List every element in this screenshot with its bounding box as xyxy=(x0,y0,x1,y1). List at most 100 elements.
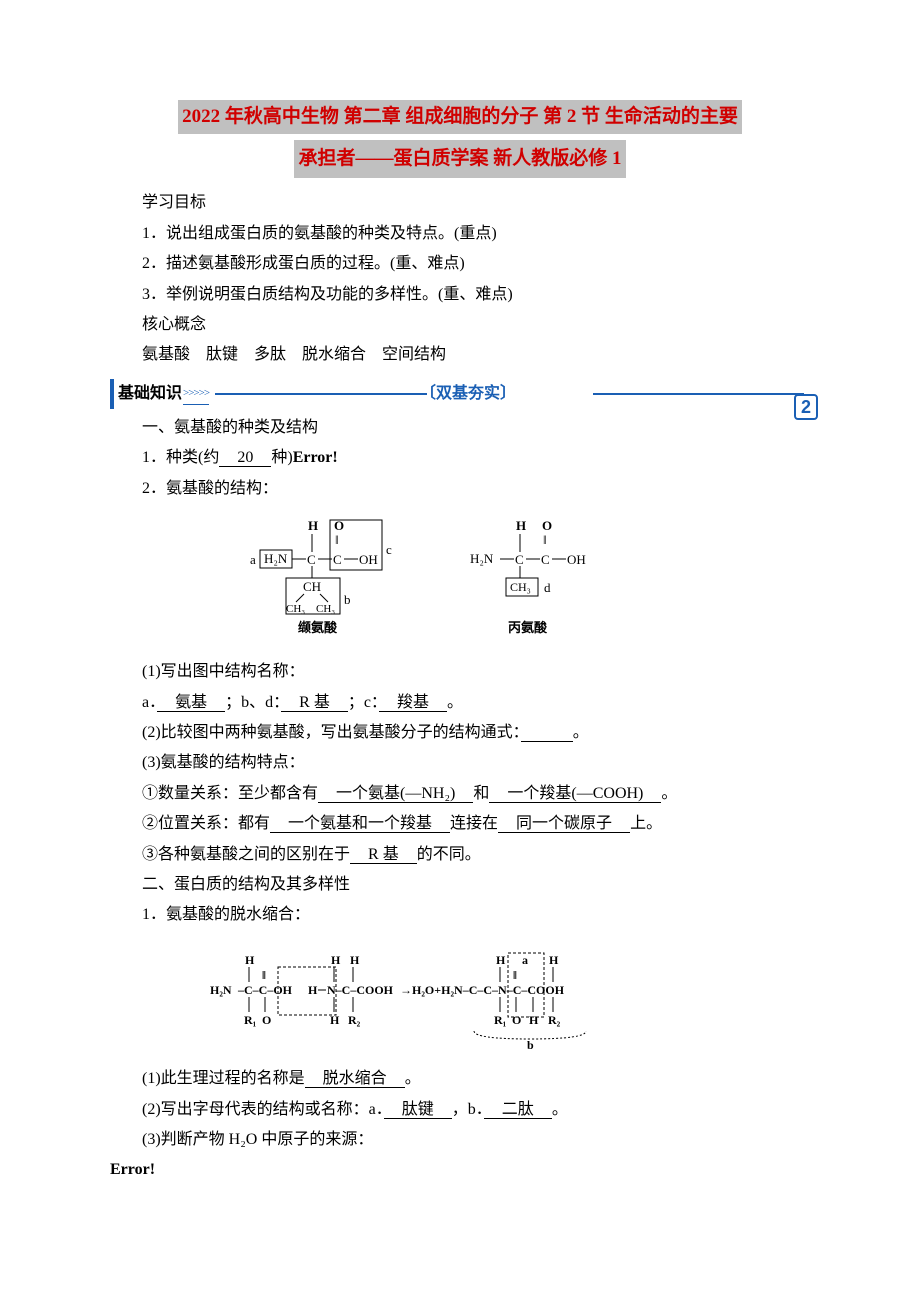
q2-line: (2)比较图中两种氨基酸，写出氨基酸分子的结构通式： 。 xyxy=(110,718,810,748)
q6-line: (3)判断产物 H₂O 中原子的来源： xyxy=(110,1125,810,1155)
q1-end: 。 xyxy=(447,694,463,711)
q3-l1-pre: ①数量关系：至少都含有 xyxy=(142,785,318,802)
section-2-heading: 二、蛋白质的结构及其多样性 xyxy=(110,870,810,900)
chem-dbl-2: ‖ xyxy=(543,532,547,547)
label-a: a xyxy=(250,552,256,567)
q3-l2-end: 上。 xyxy=(630,815,662,832)
svg-text:N–C–COOH: N–C–COOH xyxy=(327,983,394,997)
svg-text:‖: ‖ xyxy=(513,968,517,982)
svg-text:H: H xyxy=(330,1013,340,1027)
svg-text:a: a xyxy=(522,953,528,967)
q5-pre: (2)写出字母代表的结构或名称：a． xyxy=(142,1101,384,1118)
amino-acid-figure: a H₂N C H C O ‖ OH c CH CH₃ C xyxy=(110,512,810,653)
chem-oh-2: OH xyxy=(567,552,586,567)
q4-pre: (1)此生理过程的名称是 xyxy=(142,1070,305,1087)
chem-oh-1: OH xyxy=(359,552,378,567)
divider-line-right xyxy=(593,393,804,395)
valine-name: 缬氨酸 xyxy=(298,620,338,635)
label-d: d xyxy=(544,580,551,595)
q5-end: 。 xyxy=(552,1101,568,1118)
objectives-heading: 学习目标 xyxy=(110,188,810,218)
svg-text:H: H xyxy=(496,953,506,967)
section-1-2: 2．氨基酸的结构： xyxy=(110,474,810,504)
objective-3: 3．举例说明蛋白质结构及功能的多样性。(重、难点) xyxy=(110,280,810,310)
page-number-badge: 2 xyxy=(794,390,818,424)
q2-blank xyxy=(521,724,573,742)
q1-prompt: (1)写出图中结构名称： xyxy=(110,657,810,687)
chem-dbl-1: ‖ xyxy=(335,532,339,547)
core-heading: 核心概念 xyxy=(110,310,810,340)
svg-text:H: H xyxy=(308,983,318,997)
svg-text:‖: ‖ xyxy=(262,968,266,982)
section-1-1: 1．种类(约 20 种)Error! xyxy=(110,443,810,473)
q3-l1: ①数量关系：至少都含有 一个氨基(—NH₂) 和 一个羧基(—COOH) 。 xyxy=(110,779,810,809)
divider-pill-label: 〔双基夯实〕 xyxy=(420,379,516,409)
svg-text:O: O xyxy=(262,1013,271,1027)
divider-arrows-icon: >>>>> xyxy=(183,383,209,405)
svg-text:H: H xyxy=(529,1013,539,1027)
core-terms: 氨基酸 肽键 多肽 脱水缩合 空间结构 xyxy=(110,340,810,370)
condensation-figure: H₂N –C–C–OH H R₁ ‖ O H N–C–COOH H H H R₂… xyxy=(110,939,810,1060)
chem-ch3-2: CH₃ xyxy=(510,580,531,594)
q1-a-blank: 氨基 xyxy=(157,694,225,712)
chem-h-top-1: H xyxy=(308,518,318,533)
q2-end: 。 xyxy=(573,724,589,741)
q3-l2-mid: 连接在 xyxy=(450,815,498,832)
svg-text:H: H xyxy=(350,953,360,967)
q4-line: (1)此生理过程的名称是 脱水缩合 。 xyxy=(110,1064,810,1094)
q3-l1-end: 。 xyxy=(661,785,677,802)
q3-l3-b: R 基 xyxy=(350,846,417,864)
s1-1-post: 种) xyxy=(271,449,292,466)
q3-l3: ③各种氨基酸之间的区别在于 R 基 的不同。 xyxy=(110,840,810,870)
objective-2: 2．描述氨基酸形成蛋白质的过程。(重、难点) xyxy=(110,249,810,279)
chem-c-1: C xyxy=(307,552,316,567)
q2-pre: (2)比较图中两种氨基酸，写出氨基酸分子的结构通式： xyxy=(142,724,521,741)
svg-text:→H₂O+H₂N–C–C–N–C–COOH: →H₂O+H₂N–C–C–N–C–COOH xyxy=(400,983,565,997)
q3-l1-b1: 一个氨基(—NH₂) xyxy=(318,785,473,803)
q3-l2-b1: 一个氨基和一个羧基 xyxy=(270,815,450,833)
svg-text:H: H xyxy=(245,953,255,967)
label-c: c xyxy=(386,542,392,557)
label-b: b xyxy=(344,592,351,607)
q3-l3-pre: ③各种氨基酸之间的区别在于 xyxy=(142,846,350,863)
chem-o-2: O xyxy=(542,518,552,533)
chem-c-3: C xyxy=(515,552,524,567)
error-text-1: Error! xyxy=(293,449,338,466)
svg-text:R₁: R₁ xyxy=(494,1013,507,1027)
chem-h2n-1: H₂N xyxy=(264,551,288,566)
s1-1-pre: 1．种类(约 xyxy=(142,449,219,466)
svg-text:R₂: R₂ xyxy=(548,1013,561,1027)
chem-h2n-2: H₂N xyxy=(470,551,494,566)
svg-text:H: H xyxy=(331,953,341,967)
s1-1-blank: 20 xyxy=(219,449,271,467)
section-1-heading: 一、氨基酸的种类及结构 xyxy=(110,413,810,443)
chem-ch3-r: CH₃ xyxy=(316,603,335,615)
q1-answers: a． 氨基 ；b、d： R 基 ；c： 羧基 。 xyxy=(110,688,810,718)
q3-l2-b2: 同一个碳原子 xyxy=(498,815,630,833)
q1-c-blank: 羧基 xyxy=(379,694,447,712)
q5-b-blank: 二肽 xyxy=(484,1101,552,1119)
q5-line: (2)写出字母代表的结构或名称：a． 肽键 ，b． 二肽 。 xyxy=(110,1095,810,1125)
svg-text:H: H xyxy=(549,953,559,967)
title-line-2: 承担者——蛋白质学案 新人教版必修 1 xyxy=(294,140,625,178)
q3-l1-mid: 和 xyxy=(473,785,489,802)
q1-a-pre: a． xyxy=(142,694,157,711)
objectives-section: 学习目标 1．说出组成蛋白质的氨基酸的种类及特点。(重点) 2．描述氨基酸形成蛋… xyxy=(110,188,810,370)
q1-bd-pre: ；b、d： xyxy=(225,694,281,711)
svg-text:–C–C–OH: –C–C–OH xyxy=(237,983,293,997)
q3-l2: ②位置关系：都有 一个氨基和一个羧基 连接在 同一个碳原子 上。 xyxy=(110,809,810,839)
svg-text:O: O xyxy=(512,1013,521,1027)
error-text-2: Error! xyxy=(110,1155,810,1185)
q5-mid: ，b． xyxy=(452,1101,484,1118)
svg-text:R₁: R₁ xyxy=(244,1013,257,1027)
chem-c-4: C xyxy=(541,552,550,567)
q3-prompt: (3)氨基酸的结构特点： xyxy=(110,748,810,778)
q4-blank: 脱水缩合 xyxy=(305,1070,405,1088)
objective-1: 1．说出组成蛋白质的氨基酸的种类及特点。(重点) xyxy=(110,219,810,249)
q5-a-blank: 肽键 xyxy=(384,1101,452,1119)
svg-text:b: b xyxy=(527,1038,534,1049)
chem-h-top-2: H xyxy=(516,518,526,533)
title-line-1: 2022 年秋高中生物 第二章 组成细胞的分子 第 2 节 生命活动的主要 xyxy=(178,100,742,134)
svg-text:H₂N: H₂N xyxy=(210,983,232,997)
q3-l1-b2: 一个羧基(—COOH) xyxy=(489,785,661,803)
